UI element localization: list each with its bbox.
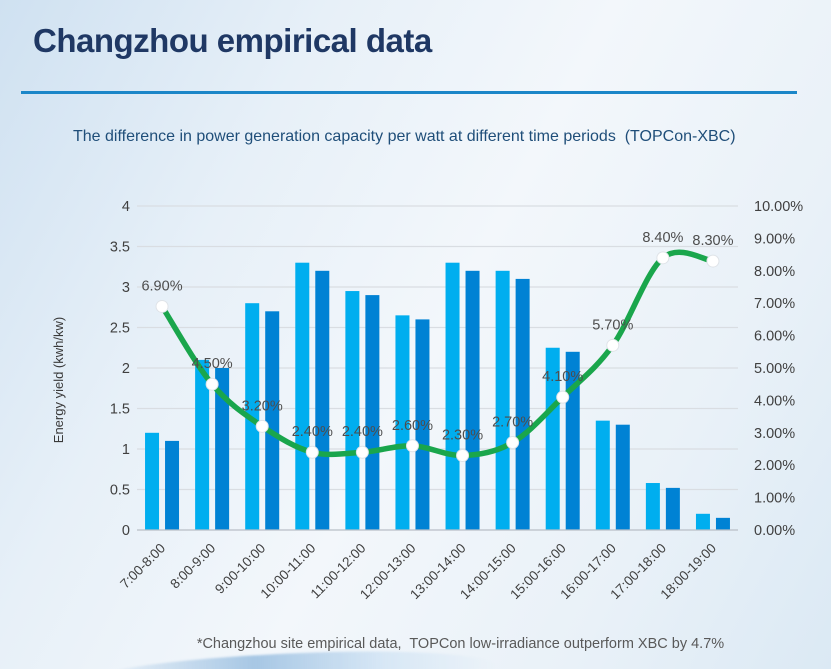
trend-label: 3.20%: [242, 398, 283, 414]
dark-blue-bars-bar: [715, 517, 730, 530]
trend-line: [159, 249, 716, 459]
left-axis-tick: 1.5: [110, 402, 130, 418]
light-blue-bars-bar: [695, 513, 710, 530]
right-axis-tick: 10.00%: [754, 199, 803, 215]
page-title: Changzhou empirical data: [33, 22, 432, 59]
footnote: *Changzhou site empirical data, TOPCon l…: [196, 636, 725, 652]
trend-marker: [506, 436, 520, 450]
trend-label: 4.50%: [192, 356, 233, 372]
dark-blue-bars-bar: [315, 270, 330, 530]
trend-label: 2.70%: [492, 415, 533, 431]
right-axis-tick: 3.00%: [754, 426, 795, 442]
dark-blue-bars-bar: [615, 424, 630, 530]
right-axis-tick: 4.00%: [754, 393, 795, 409]
x-axis-label: 8:00-9:00: [167, 541, 218, 592]
light-blue-bars-bar: [645, 483, 660, 530]
trend-marker: [456, 448, 470, 462]
trend-marker: [556, 390, 570, 404]
trend-label: 8.40%: [642, 230, 683, 246]
left-axis-tick: 0: [122, 523, 130, 539]
left-axis-tick: 1: [122, 442, 130, 458]
dark-blue-bars-bar: [265, 311, 280, 530]
y-axis-title: Energy yield (kwh/kw): [51, 317, 66, 443]
trend-label: 2.40%: [342, 424, 383, 440]
dark-blue-bars-bar: [415, 319, 430, 530]
right-axis-tick: 8.00%: [754, 264, 795, 280]
title-underline: [21, 91, 797, 94]
trend-marker: [656, 251, 670, 265]
right-axis-tick: 0.00%: [754, 523, 795, 539]
trend-marker: [155, 299, 169, 313]
trend-marker: [305, 445, 319, 459]
light-blue-bars-bar: [445, 262, 460, 530]
right-axis-tick: 2.00%: [754, 458, 795, 474]
trend-label: 2.30%: [442, 427, 483, 443]
dark-blue-bars-bar: [515, 278, 530, 530]
trend-marker: [606, 338, 620, 352]
right-axis-tick: 5.00%: [754, 361, 795, 377]
left-axis-tick: 2.5: [110, 321, 130, 337]
left-axis-tick: 3: [122, 280, 130, 296]
dark-blue-bars-bar: [565, 351, 580, 530]
light-blue-bars-bar: [295, 262, 310, 530]
trend-label: 5.70%: [592, 317, 633, 333]
light-blue-bars-bar: [345, 291, 360, 530]
trend-label: 8.30%: [692, 233, 733, 249]
light-blue-bars-bar: [495, 270, 510, 530]
left-axis-tick: 4: [122, 199, 130, 215]
chart-subtitle: The difference in power generation capac…: [73, 128, 736, 145]
right-axis-tick: 7.00%: [754, 296, 795, 312]
left-axis-tick: 3.5: [110, 240, 130, 256]
trend-label: 2.60%: [392, 418, 433, 434]
light-blue-bars-bar: [145, 432, 160, 530]
trend-marker: [706, 254, 720, 268]
dark-blue-bars-bar: [665, 487, 680, 530]
trend-marker: [355, 445, 369, 459]
left-axis-tick: 2: [122, 361, 130, 377]
dark-blue-bars-bar: [215, 368, 230, 530]
trend-marker: [255, 419, 269, 433]
right-axis-tick: 1.00%: [754, 491, 795, 507]
dark-blue-bars-bar: [365, 295, 380, 530]
light-blue-bars-bar: [545, 347, 560, 530]
trend-marker: [205, 377, 219, 391]
dark-blue-bars-bar: [165, 440, 180, 530]
left-axis-tick: 0.5: [110, 483, 130, 499]
trend-label: 2.40%: [292, 424, 333, 440]
x-axis-label: 7:00-8:00: [117, 541, 168, 592]
right-axis-tick: 6.00%: [754, 329, 795, 345]
light-blue-bars-bar: [395, 315, 410, 530]
light-blue-bars-bar: [195, 359, 210, 530]
right-axis-tick: 9.00%: [754, 231, 795, 247]
trend-label: 6.90%: [141, 278, 182, 294]
trend-label: 4.10%: [542, 369, 583, 385]
trend-marker: [405, 439, 419, 453]
light-blue-bars-bar: [595, 420, 610, 530]
dark-blue-bars-bar: [465, 270, 480, 530]
